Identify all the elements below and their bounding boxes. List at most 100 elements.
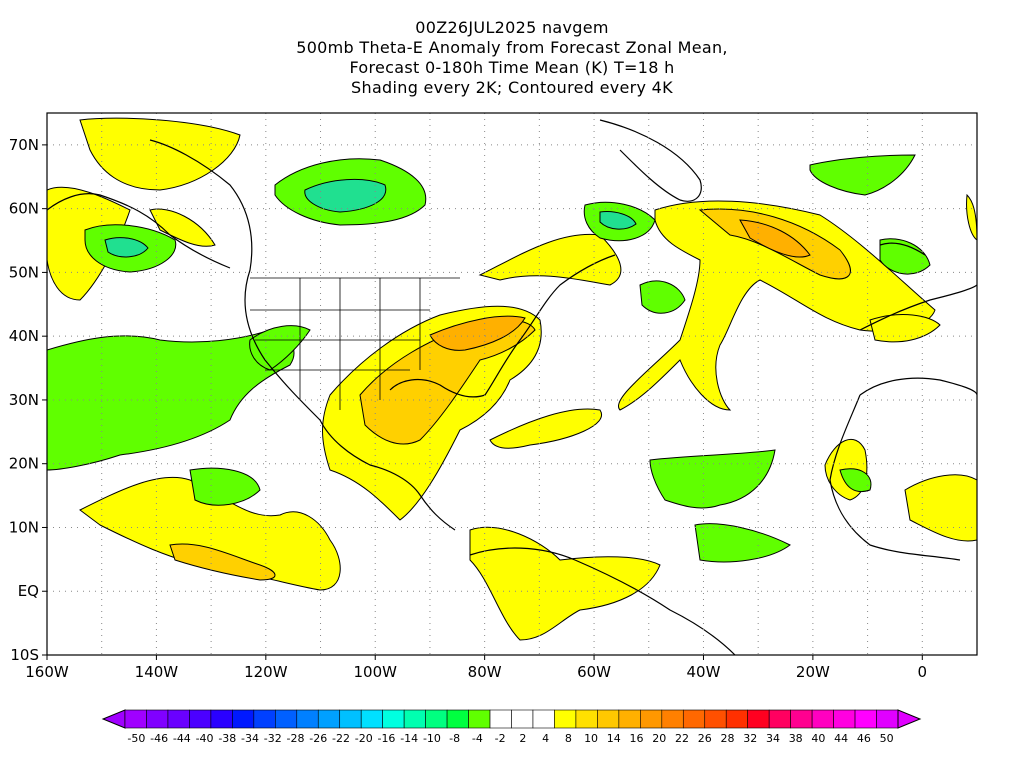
- colorbar-label: -16: [377, 732, 395, 745]
- anomaly-region-north-atlantic: [617, 200, 936, 411]
- plot-frame: [46, 112, 978, 656]
- coast-alaska: [47, 193, 231, 269]
- state-borders: [250, 277, 460, 410]
- colorbar-swatch: [189, 709, 212, 729]
- anomaly-neg-azores: [639, 280, 686, 314]
- anomaly-neg-west-africa: [839, 468, 872, 493]
- colorbar-swatch: [167, 709, 190, 729]
- colorbar-label: -38: [218, 732, 236, 745]
- coast-north-america: [149, 139, 616, 531]
- colorbar-label: 20: [652, 732, 666, 745]
- colorbar-swatch: [532, 709, 555, 729]
- y-tick-label: 60N: [9, 200, 39, 218]
- colorbar-swatch: [833, 709, 856, 729]
- colorbar-swatch: [146, 709, 169, 729]
- anomaly-region-canada: [478, 233, 622, 286]
- x-tick-label: 160W: [25, 663, 69, 681]
- colorbar-swatch: [124, 709, 147, 729]
- colorbar-swatch: [296, 709, 319, 729]
- colorbar-label: -8: [449, 732, 460, 745]
- colorbar-swatch: [811, 709, 834, 729]
- anomaly-neg-greenland-east: [809, 154, 916, 196]
- colorbar-label: 16: [630, 732, 644, 745]
- colorbar-label: 46: [857, 732, 871, 745]
- colorbar-swatch: [468, 709, 491, 729]
- colorbar-swatch: [575, 709, 598, 729]
- coast-europe: [859, 242, 977, 331]
- y-tick-label: 50N: [9, 263, 39, 281]
- colorbar-label: 14: [607, 732, 621, 745]
- y-tick-label: EQ: [18, 582, 39, 600]
- colorbar-swatch: [704, 709, 727, 729]
- colorbar-swatch: [232, 709, 255, 729]
- x-tick-label: 120W: [244, 663, 288, 681]
- colorbar-swatch: [854, 709, 877, 729]
- coast-greenland: [599, 119, 702, 202]
- colorbar-swatch: [682, 709, 706, 729]
- x-axis-ticks: 160W 140W 120W 100W 80W 60W 40W 20W 0: [25, 655, 927, 681]
- colorbar-label: 10: [584, 732, 598, 745]
- colorbar-swatch: [661, 709, 684, 729]
- colorbar-label: -10: [423, 732, 441, 745]
- colorbar-label: -4: [472, 732, 483, 745]
- colorbar-swatch: [339, 709, 362, 729]
- colorbar-swatch: [446, 709, 469, 729]
- colorbar-swatch: [317, 709, 341, 729]
- colorbar-swatch: [489, 709, 512, 729]
- colorbar-arrow-left: [101, 709, 126, 729]
- colorbar-swatch: [210, 709, 233, 729]
- anomaly-region-iberia: [869, 314, 941, 343]
- anomaly-region-caribbean: [469, 526, 661, 641]
- colorbar-swatch: [554, 709, 577, 729]
- colorbar-label: -26: [309, 732, 327, 745]
- colorbar-label: 28: [720, 732, 734, 745]
- colorbar-swatch: [747, 709, 770, 729]
- colorbar-swatch: [360, 709, 383, 729]
- y-tick-label: 10S: [10, 646, 39, 664]
- colorbar-swatch: [511, 709, 534, 729]
- title-line-1: 00Z26JUL2025 navgem: [415, 18, 609, 37]
- y-axis-ticks: 70N 60N 50N 40N 30N 20N 10N EQ 10S: [9, 136, 47, 664]
- colorbar-arrow-right: [897, 709, 922, 729]
- coast-africa: [829, 377, 977, 561]
- colorbar-swatch: [275, 709, 298, 729]
- x-tick-label: 140W: [135, 663, 179, 681]
- colorbar-label: 40: [811, 732, 825, 745]
- colorbar-label: 34: [766, 732, 780, 745]
- anomaly-neg-east-pacific-trop: [189, 467, 261, 506]
- colorbar-label: 50: [880, 732, 894, 745]
- colorbar-label: -34: [241, 732, 259, 745]
- y-tick-label: 30N: [9, 391, 39, 409]
- colorbar-label: -40: [196, 732, 214, 745]
- y-tick-label: 40N: [9, 327, 39, 345]
- colorbar-swatch: [725, 709, 748, 729]
- anomaly-neg-west-coast: [249, 325, 311, 371]
- colorbar: -50 -46 -44 -40 -38 -34 -32 -28 -26 -22 -20 -16 -14-…: [101, 709, 922, 745]
- y-tick-label: 70N: [9, 136, 39, 154]
- title-line-3: Forecast 0-180h Time Mean (K) T=18 h: [349, 58, 675, 77]
- colorbar-swatch: [253, 709, 276, 729]
- grid-lines: [46, 113, 977, 656]
- anomaly-region-central-africa: [904, 474, 977, 542]
- x-tick-label: 100W: [354, 663, 398, 681]
- colorbar-swatch: [640, 709, 663, 729]
- x-tick-label: 40W: [687, 663, 721, 681]
- colorbar-label: 2: [519, 732, 526, 745]
- colorbar-label: -50: [127, 732, 145, 745]
- anomaly-neg-core-canada: [304, 178, 387, 213]
- colorbar-swatch: [403, 709, 426, 729]
- anomaly-neg-tropical-atlantic: [694, 523, 791, 563]
- colorbar-swatch: [618, 709, 641, 729]
- colorbar-swatch: [425, 709, 448, 729]
- anomaly-neg-uk: [879, 238, 931, 275]
- colorbar-label: 4: [542, 732, 549, 745]
- y-tick-label: 10N: [9, 518, 39, 536]
- anomaly-region-alaska: [149, 208, 216, 247]
- title-line-4: Shading every 2K; Contoured every 4K: [351, 78, 673, 97]
- x-tick-label: 0: [918, 663, 928, 681]
- colorbar-label: 26: [698, 732, 712, 745]
- x-tick-label: 60W: [577, 663, 611, 681]
- colorbar-label: -32: [264, 732, 282, 745]
- colorbar-label: 38: [789, 732, 803, 745]
